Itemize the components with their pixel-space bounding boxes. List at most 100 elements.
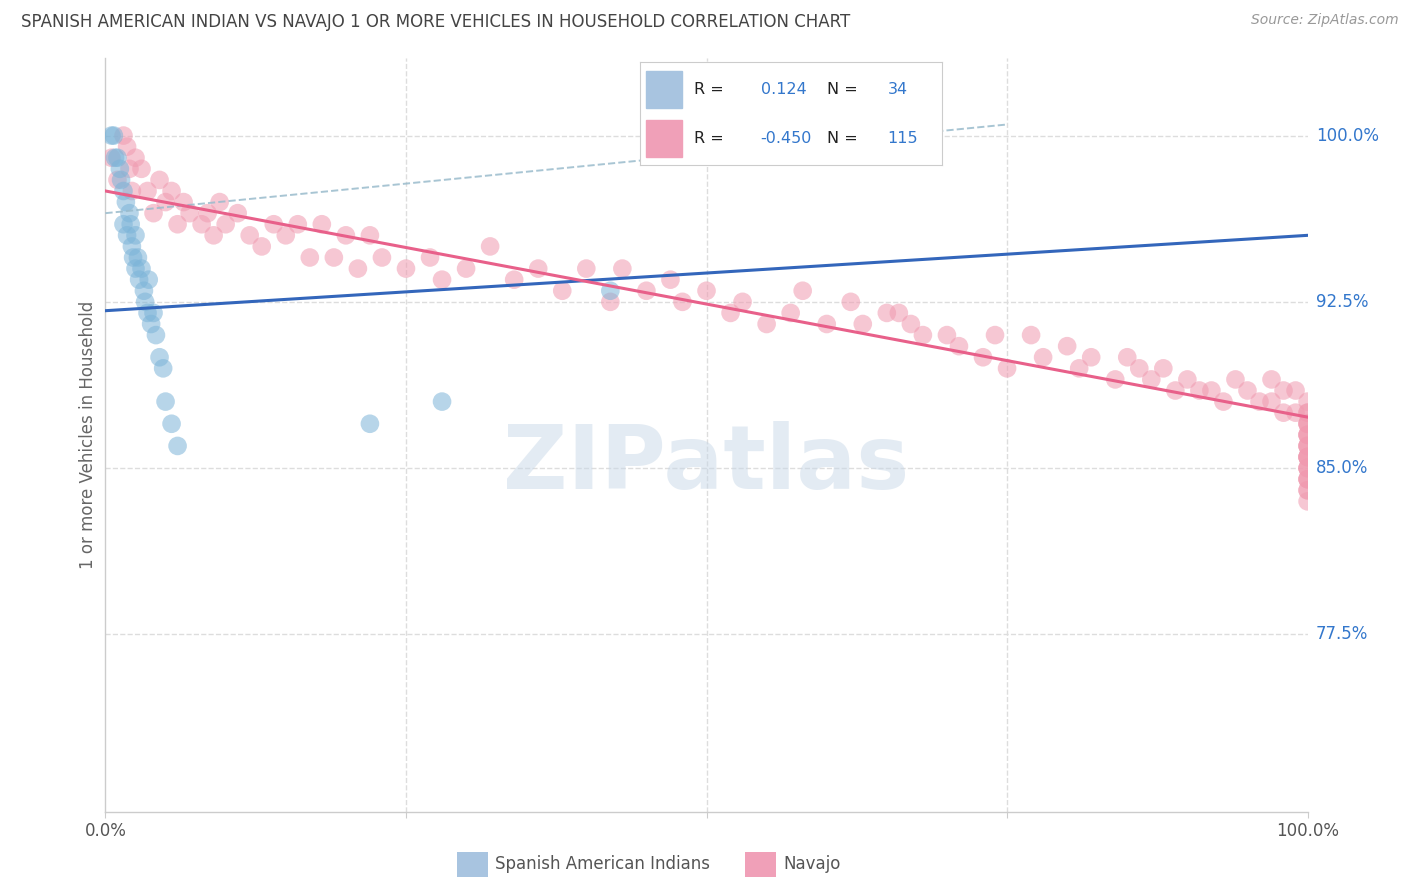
Point — [527, 261, 550, 276]
Point — [250, 239, 273, 253]
Point — [1296, 406, 1319, 420]
Point — [166, 217, 188, 231]
Point — [1296, 450, 1319, 464]
Point — [671, 294, 693, 309]
Point — [120, 217, 142, 231]
Point — [166, 439, 188, 453]
Point — [145, 328, 167, 343]
Point — [1284, 406, 1306, 420]
Point — [115, 195, 138, 210]
Point — [197, 206, 219, 220]
Point — [179, 206, 201, 220]
Point — [792, 284, 814, 298]
Text: 85.0%: 85.0% — [1316, 459, 1368, 477]
Point — [1284, 384, 1306, 398]
Point — [1032, 351, 1054, 365]
Text: 100.0%: 100.0% — [1316, 127, 1379, 145]
Text: Spanish American Indians: Spanish American Indians — [495, 855, 710, 873]
Point — [1296, 427, 1319, 442]
Text: 77.5%: 77.5% — [1316, 625, 1368, 643]
Point — [551, 284, 574, 298]
Point — [311, 217, 333, 231]
Point — [136, 184, 159, 198]
Point — [1116, 351, 1139, 365]
Point — [115, 139, 138, 153]
Text: -0.450: -0.450 — [761, 131, 813, 146]
Point — [208, 195, 231, 210]
Point — [298, 251, 321, 265]
Point — [160, 184, 183, 198]
Point — [479, 239, 502, 253]
Point — [1296, 439, 1319, 453]
Point — [1296, 406, 1319, 420]
Point — [1272, 384, 1295, 398]
Point — [839, 294, 862, 309]
Point — [124, 151, 146, 165]
Point — [1152, 361, 1174, 376]
Point — [395, 261, 418, 276]
Text: ZIPatlas: ZIPatlas — [503, 422, 910, 508]
Point — [131, 161, 153, 176]
Point — [1056, 339, 1078, 353]
Text: N =: N = — [827, 81, 858, 96]
Text: R =: R = — [695, 81, 724, 96]
Point — [599, 284, 621, 298]
Point — [100, 128, 122, 143]
Point — [127, 251, 149, 265]
Point — [1175, 372, 1198, 386]
Point — [1140, 372, 1163, 386]
Point — [103, 128, 125, 143]
Text: SPANISH AMERICAN INDIAN VS NAVAJO 1 OR MORE VEHICLES IN HOUSEHOLD CORRELATION CH: SPANISH AMERICAN INDIAN VS NAVAJO 1 OR M… — [21, 13, 851, 31]
Point — [160, 417, 183, 431]
Point — [1296, 427, 1319, 442]
Text: 115: 115 — [887, 131, 918, 146]
Point — [454, 261, 477, 276]
Point — [148, 173, 170, 187]
Point — [636, 284, 658, 298]
Point — [419, 251, 441, 265]
Point — [1296, 417, 1319, 431]
Point — [1188, 384, 1211, 398]
Point — [1296, 494, 1319, 508]
Point — [852, 317, 875, 331]
Text: N =: N = — [827, 131, 858, 146]
Point — [124, 261, 146, 276]
Point — [112, 217, 135, 231]
Point — [131, 261, 153, 276]
Point — [755, 317, 778, 331]
Point — [696, 284, 718, 298]
Point — [995, 361, 1018, 376]
Point — [1296, 439, 1319, 453]
Point — [263, 217, 285, 231]
Point — [115, 228, 138, 243]
Point — [1249, 394, 1271, 409]
Point — [876, 306, 898, 320]
Bar — [645, 70, 682, 108]
Point — [1272, 406, 1295, 420]
Point — [1296, 483, 1319, 498]
Point — [599, 294, 621, 309]
Point — [190, 217, 212, 231]
Point — [948, 339, 970, 353]
Point — [148, 351, 170, 365]
Point — [900, 317, 922, 331]
Point — [118, 161, 141, 176]
Point — [1296, 450, 1319, 464]
Point — [142, 306, 165, 320]
Point — [972, 351, 994, 365]
Point — [214, 217, 236, 231]
Point — [202, 228, 225, 243]
Point — [659, 273, 682, 287]
Point — [152, 361, 174, 376]
Point — [335, 228, 357, 243]
Point — [121, 184, 143, 198]
Point — [1296, 439, 1319, 453]
Point — [1260, 394, 1282, 409]
Point — [1296, 461, 1319, 475]
Point — [155, 394, 177, 409]
Point — [132, 284, 155, 298]
Point — [1236, 384, 1258, 398]
Point — [107, 173, 129, 187]
Point — [100, 151, 122, 165]
Text: 34: 34 — [887, 81, 908, 96]
